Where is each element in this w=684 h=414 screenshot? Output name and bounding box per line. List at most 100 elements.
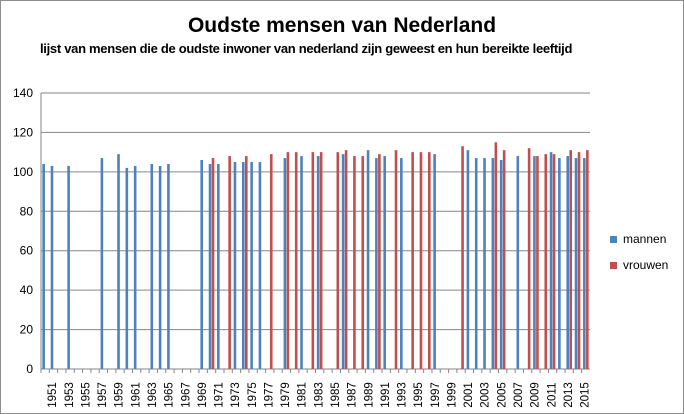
bar-mannen-1965 <box>158 165 162 369</box>
x-tick-label: 1959 <box>114 382 126 408</box>
bar-mannen-2012 <box>549 152 553 369</box>
bar-vrouwen-1995 <box>411 152 414 369</box>
bar-vrouwen-2011 <box>544 154 548 369</box>
x-tick-label: 2007 <box>513 382 525 408</box>
x-tick-label: 1995 <box>413 382 425 408</box>
x-tick-label: 1979 <box>280 382 292 408</box>
x-tick-label: 2015 <box>580 382 592 408</box>
x-tick-label: 2001 <box>463 382 475 408</box>
x-tick-label: 1985 <box>330 382 342 408</box>
bar-mannen-1984 <box>316 156 320 369</box>
bar-mannen-1962 <box>133 165 137 369</box>
x-tick-label: 1987 <box>347 382 359 408</box>
x-tick-label: 2009 <box>530 382 542 408</box>
bar-mannen-1954 <box>67 165 70 369</box>
bar-mannen-1994 <box>400 158 403 369</box>
bar-mannen-1971 <box>208 163 212 369</box>
bar-mannen-2002 <box>466 150 470 369</box>
bar-vrouwen-2006 <box>502 150 506 369</box>
bar-vrouwen-1981 <box>294 152 298 369</box>
bar-vrouwen-2005 <box>494 142 498 369</box>
bar-vrouwen-1978 <box>269 154 273 369</box>
legend: mannen vrouwen <box>610 226 668 278</box>
x-tick-label: 1971 <box>214 382 226 408</box>
bar-vrouwen-1993 <box>394 150 398 369</box>
legend-item-vrouwen: vrouwen <box>610 252 668 278</box>
bar-mannen-2015 <box>574 158 578 369</box>
bar-mannen-1961 <box>125 167 129 369</box>
bar-vrouwen-1991 <box>378 154 381 369</box>
bar-vrouwen-1988 <box>353 156 356 369</box>
x-tick-label: 2005 <box>496 382 508 408</box>
bar-mannen-1992 <box>383 156 387 369</box>
bar-mannen-1976 <box>250 162 253 369</box>
bar-vrouwen-2012 <box>552 154 556 369</box>
bar-mannen-1958 <box>100 158 104 369</box>
x-tick-label: 2011 <box>546 383 558 408</box>
bar-vrouwen-1975 <box>244 156 248 369</box>
bar-mannen-1991 <box>375 158 378 369</box>
x-tick-label: 1957 <box>97 382 109 408</box>
bar-vrouwen-1997 <box>427 152 431 369</box>
bar-mannen-1964 <box>150 163 154 369</box>
bar-mannen-1977 <box>258 162 262 369</box>
y-tick-label: 120 <box>13 125 33 139</box>
chart-title: Oudste mensen van Nederland <box>187 14 497 37</box>
x-tick-label: 2003 <box>480 382 492 408</box>
x-tick-label: 1983 <box>313 382 325 408</box>
bar-vrouwen-1986 <box>336 152 340 369</box>
legend-swatch-mannen <box>610 235 617 243</box>
bar-mannen-2004 <box>483 158 486 369</box>
x-tick-label: 1997 <box>430 382 442 408</box>
x-tick-label: 1975 <box>247 382 259 408</box>
x-tick-label: 1967 <box>180 382 192 408</box>
bar-mannen-1972 <box>217 163 220 369</box>
bar-mannen-1980 <box>283 158 287 369</box>
bar-mannen-2013 <box>558 158 561 369</box>
chart-subtitle: lijst van mensen die de oudste inwoner v… <box>40 41 573 56</box>
x-tick-label: 1953 <box>64 382 76 408</box>
bar-vrouwen-2016 <box>586 150 589 369</box>
legend-item-mannen: mannen <box>610 226 668 252</box>
x-tick-label: 1951 <box>47 382 59 408</box>
x-tick-label: 1977 <box>263 382 275 408</box>
bar-vrouwen-1984 <box>319 152 323 369</box>
bar-mannen-1960 <box>117 154 120 369</box>
bar-mannen-1987 <box>341 154 345 369</box>
bar-vrouwen-1987 <box>344 150 348 369</box>
bar-vrouwen-1973 <box>228 156 231 369</box>
bar-mannen-1951 <box>42 163 45 369</box>
y-tick-label: 140 <box>13 86 33 100</box>
bar-vrouwen-2015 <box>577 152 581 369</box>
bar-mannen-2016 <box>583 158 586 369</box>
x-tick-label: 1963 <box>147 382 159 408</box>
bar-vrouwen-1980 <box>286 152 290 369</box>
bar-mannen-2010 <box>533 156 536 369</box>
bar-mannen-1966 <box>167 163 170 369</box>
bar-mannen-1974 <box>233 162 237 369</box>
bar-vrouwen-2014 <box>569 150 573 369</box>
x-tick-label: 1993 <box>397 382 409 408</box>
x-tick-label: 1999 <box>446 382 458 408</box>
x-tick-label: 2013 <box>563 382 575 408</box>
bar-mannen-2003 <box>474 158 478 369</box>
bar-mannen-1990 <box>366 150 370 369</box>
legend-swatch-vrouwen <box>610 261 617 269</box>
x-tick-label: 1969 <box>197 382 209 408</box>
x-tick-label: 1989 <box>363 382 375 408</box>
bar-vrouwen-1989 <box>361 156 365 369</box>
legend-label: vrouwen <box>623 258 669 272</box>
y-tick-label: 20 <box>20 323 34 337</box>
x-tick-label: 1991 <box>380 382 392 408</box>
x-tick-label: 1965 <box>164 382 176 408</box>
bar-vrouwen-1996 <box>419 152 423 369</box>
bar-mannen-1975 <box>241 162 245 369</box>
x-tick-label: 1973 <box>230 382 242 408</box>
bar-vrouwen-2010 <box>536 156 539 369</box>
bar-vrouwen-1983 <box>311 152 315 369</box>
bar-mannen-2008 <box>516 156 520 369</box>
bar-vrouwen-2009 <box>527 148 531 369</box>
x-tick-label: 1955 <box>80 382 92 408</box>
y-tick-label: 100 <box>13 165 33 179</box>
